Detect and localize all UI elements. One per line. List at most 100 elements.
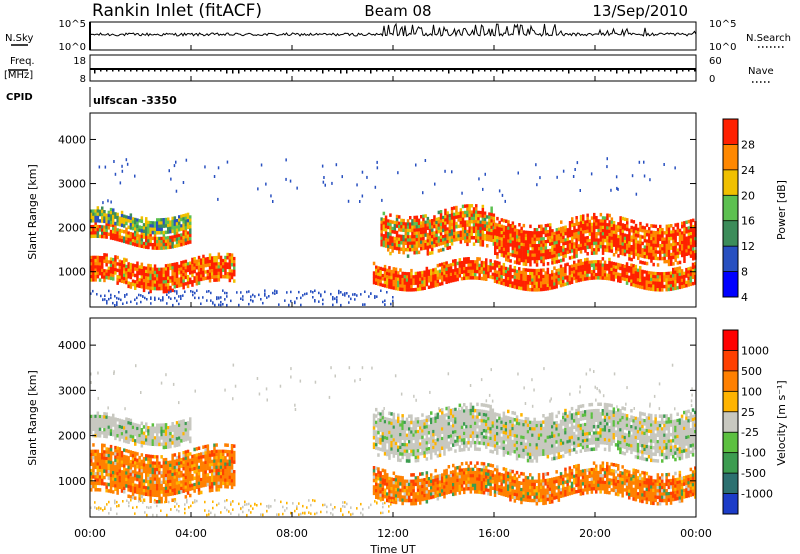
nave-point	[652, 70, 654, 72]
data-cell	[153, 455, 157, 459]
data-cell	[456, 261, 459, 266]
data-cell	[582, 214, 585, 218]
data-cell	[98, 465, 102, 470]
data-cell	[377, 272, 380, 277]
data-cell	[557, 268, 561, 272]
data-cell	[492, 235, 496, 240]
data-cell	[468, 207, 471, 211]
data-cell	[226, 272, 229, 276]
data-cell	[178, 221, 181, 226]
data-cell	[641, 241, 644, 246]
data-cell	[109, 422, 113, 427]
data-cell	[606, 157, 608, 161]
data-cell	[123, 480, 126, 484]
data-cell	[661, 231, 664, 235]
data-cell	[168, 296, 170, 299]
data-cell	[392, 283, 396, 287]
data-cell	[683, 230, 686, 235]
data-cell	[212, 302, 214, 305]
data-cell	[284, 299, 286, 302]
data-cell	[502, 218, 506, 223]
nave-point	[490, 70, 492, 72]
data-cell	[444, 237, 447, 241]
data-cell	[535, 263, 539, 267]
data-cell	[156, 429, 159, 434]
data-cell	[450, 235, 454, 240]
data-cell	[400, 247, 403, 251]
data-cell	[455, 221, 458, 226]
data-cell	[610, 230, 614, 234]
data-cell	[171, 275, 174, 280]
data-cell	[162, 486, 166, 491]
data-cell	[423, 497, 426, 501]
data-cell	[648, 249, 651, 253]
data-cell	[481, 214, 485, 218]
data-cell	[449, 263, 453, 267]
data-cell	[160, 280, 163, 284]
data-cell	[375, 466, 378, 471]
data-cell	[630, 245, 633, 249]
data-cell	[590, 238, 594, 243]
data-cell	[178, 439, 181, 444]
data-cell	[423, 487, 426, 492]
data-cell	[659, 231, 662, 235]
data-cell	[564, 272, 567, 277]
data-cell	[509, 259, 512, 263]
data-cell	[92, 475, 95, 479]
data-cell	[406, 219, 410, 223]
data-cell	[175, 237, 179, 242]
data-cell	[167, 245, 170, 250]
data-cell	[156, 455, 159, 459]
data-cell	[634, 280, 638, 285]
data-cell	[388, 492, 391, 497]
data-cell	[421, 484, 424, 489]
data-cell	[553, 238, 556, 242]
data-cell	[250, 295, 252, 298]
data-cell	[182, 273, 185, 277]
data-cell	[123, 419, 126, 424]
data-cell	[449, 266, 453, 270]
data-cell	[663, 278, 666, 282]
data-cell	[158, 464, 161, 469]
data-cell	[575, 269, 578, 274]
data-cell	[242, 298, 244, 301]
data-cell	[127, 475, 130, 479]
data-cell	[403, 278, 407, 282]
data-cell	[213, 459, 216, 463]
data-cell	[197, 475, 201, 479]
nave-point	[244, 70, 246, 72]
data-cell	[447, 273, 451, 277]
data-cell	[432, 479, 435, 483]
data-cell	[118, 453, 122, 457]
data-cell	[264, 292, 266, 295]
data-cell	[142, 229, 146, 233]
data-cell	[619, 266, 622, 271]
data-cell	[381, 273, 385, 278]
data-cell	[215, 472, 218, 476]
data-cell	[182, 454, 185, 458]
data-cell	[195, 459, 199, 464]
data-cell	[601, 269, 605, 274]
data-cell	[90, 472, 93, 476]
data-cell	[147, 245, 150, 250]
data-cell	[654, 271, 657, 276]
data-cell	[142, 466, 146, 470]
data-cell	[513, 234, 517, 239]
data-cell	[314, 300, 316, 303]
data-cell	[142, 469, 146, 474]
data-cell	[634, 223, 638, 228]
data-cell	[577, 269, 580, 273]
data-cell	[123, 461, 126, 465]
data-cell	[654, 278, 657, 282]
data-cell	[180, 276, 183, 281]
data-cell	[507, 267, 510, 271]
data-cell	[98, 234, 102, 239]
data-cell	[586, 260, 589, 265]
data-cell	[694, 240, 697, 244]
data-cell	[140, 494, 144, 499]
data-cell	[213, 449, 216, 454]
data-cell	[151, 236, 155, 241]
data-cell	[296, 297, 298, 300]
data-cell	[431, 244, 434, 249]
data-cell	[538, 243, 541, 248]
